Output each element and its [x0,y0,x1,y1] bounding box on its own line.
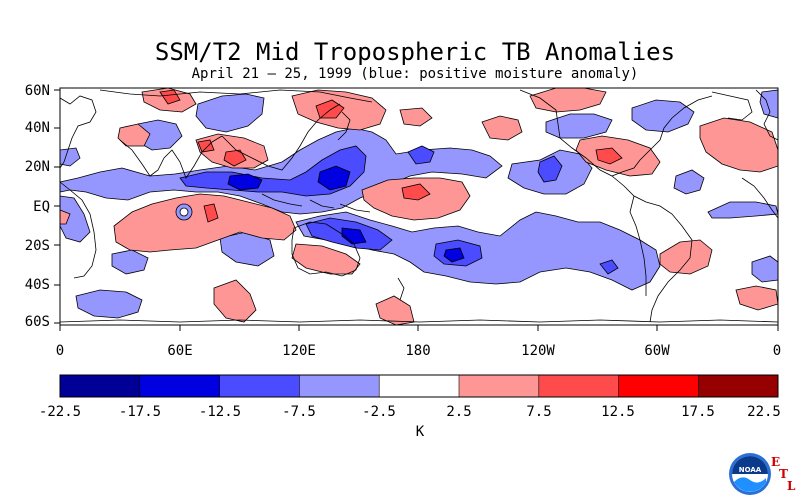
colorbar-label: 17.5 [663,404,733,420]
colorbar-unit: K [400,424,440,440]
anomaly-ring-hole [180,208,188,216]
colorbar-label: -12.5 [185,404,255,420]
colorbar-label: -7.5 [264,404,334,420]
colorbar-segment [60,375,140,397]
colorbar-segment [379,375,459,397]
colorbar-segment [459,375,539,397]
colorbar-segment [299,375,379,397]
colorbar-segment [698,375,778,397]
colorbar-label: 2.5 [424,404,494,420]
colorbar-segment [539,375,619,397]
logo-text: NOAA [739,466,762,474]
colorbar [60,375,778,397]
noaa-logo-icon: NOAA [728,452,772,496]
colorbar-label: -2.5 [344,404,414,420]
colorbar-label: -22.5 [25,404,95,420]
colorbar-segment [140,375,220,397]
colorbar-label: 22.5 [729,404,799,420]
colorbar-segment [220,375,300,397]
colorbar-label: 7.5 [504,404,574,420]
lab-letter-l: L [787,479,795,493]
colorbar-label: -17.5 [105,404,175,420]
colorbar-label: 12.5 [583,404,653,420]
colorbar-segment [619,375,699,397]
